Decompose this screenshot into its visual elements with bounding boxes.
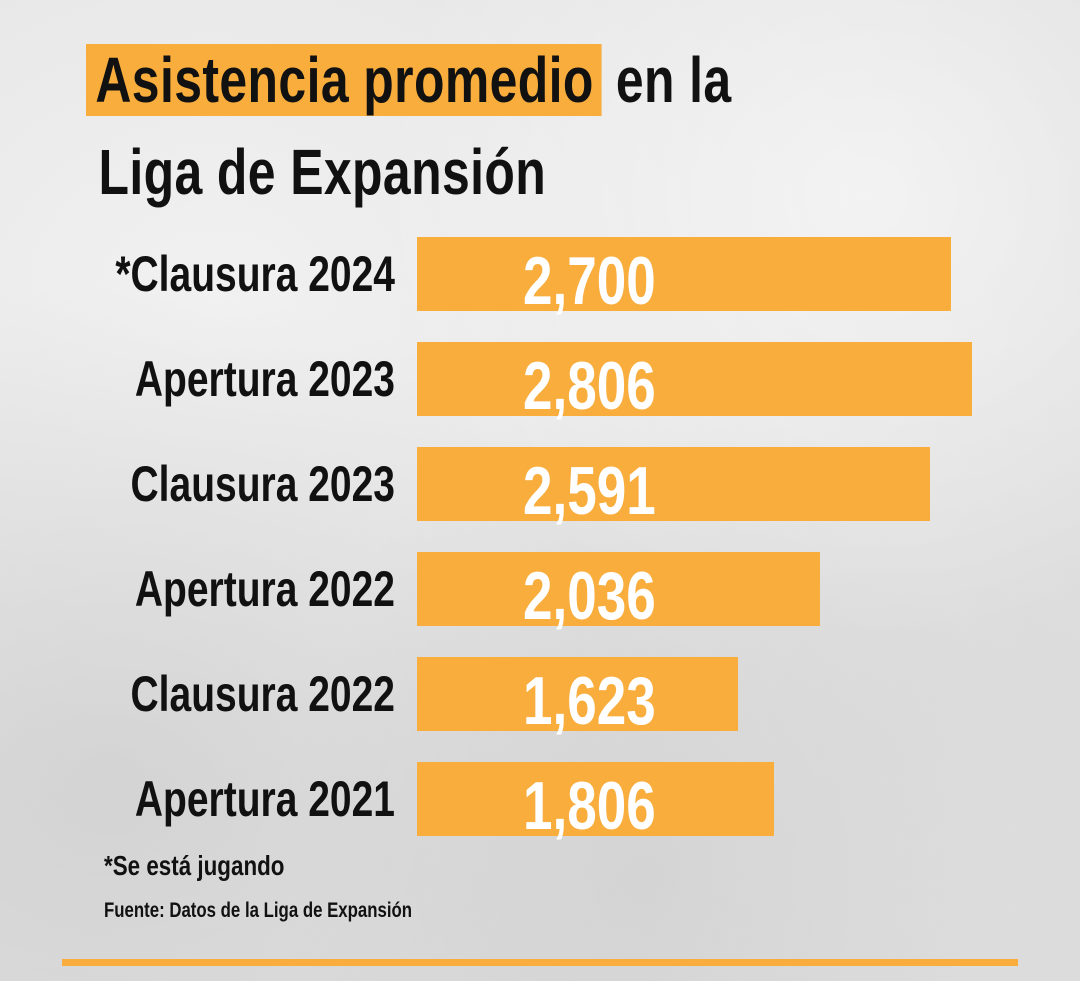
bar — [417, 552, 820, 626]
bottom-rule — [62, 959, 1018, 966]
bar — [417, 237, 951, 311]
bar-value-label: 2,806 — [523, 348, 656, 424]
category-label: Apertura 2021 — [134, 771, 395, 827]
source-note: Fuente: Datos de la Liga de Expansión — [104, 899, 413, 922]
category-label: Apertura 2023 — [134, 351, 395, 407]
title-rest: en la — [601, 44, 732, 116]
bar — [417, 762, 774, 836]
bar-value-label: 1,623 — [523, 663, 656, 739]
title-line-2: Liga de Expansión — [98, 136, 547, 208]
bar-value-label: 2,700 — [523, 243, 656, 319]
title-highlight: Asistencia promedio — [86, 44, 602, 116]
footnote: *Se está jugando — [104, 850, 285, 881]
category-label: *Clausura 2024 — [115, 246, 395, 302]
bar — [417, 342, 972, 416]
category-label: Clausura 2022 — [130, 666, 395, 722]
chart-title: Asistencia promedio en la Liga de Expansi… — [86, 34, 732, 218]
category-label: Clausura 2023 — [130, 456, 395, 512]
bar-value-label: 1,806 — [523, 768, 656, 844]
bar-value-label: 2,036 — [523, 558, 656, 634]
bar-value-label: 2,591 — [523, 453, 656, 529]
bar — [417, 447, 930, 521]
bar — [417, 657, 738, 731]
category-label: Apertura 2022 — [134, 561, 395, 617]
